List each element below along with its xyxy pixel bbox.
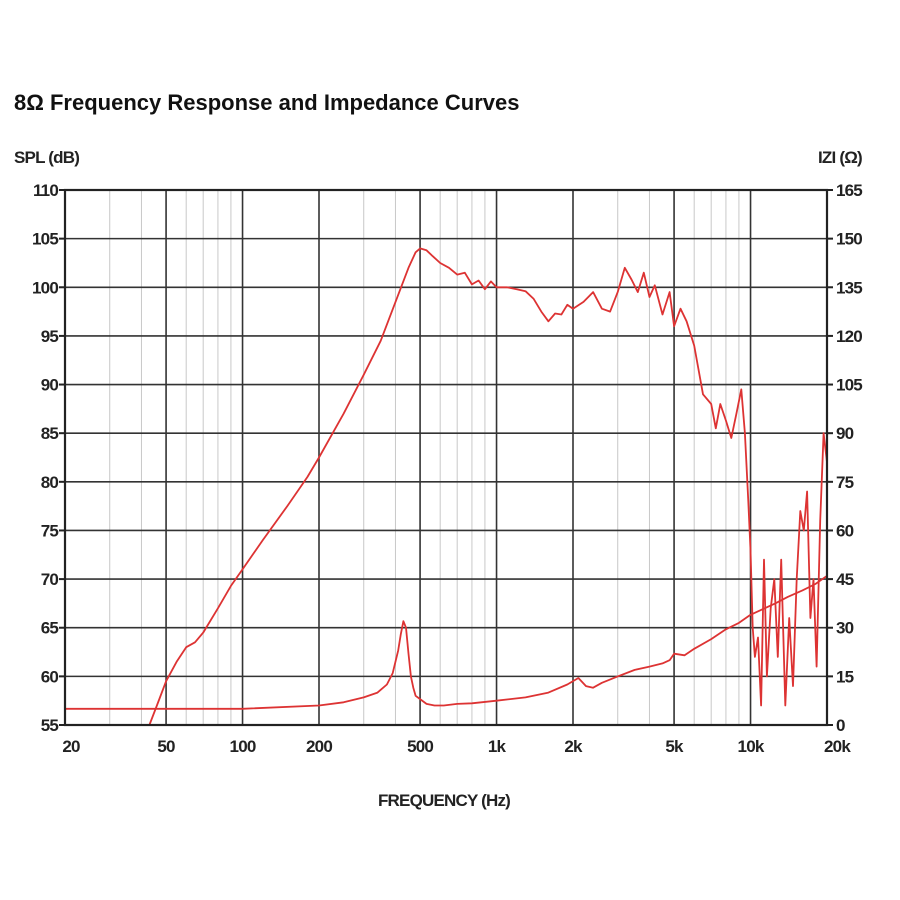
y2-tick-label: 75	[836, 473, 854, 492]
x-tick-label: 5k	[665, 737, 684, 756]
y2-tick-label: 120	[836, 327, 862, 346]
y-tick-label: 75	[41, 521, 59, 540]
x-tick-label: 20k	[824, 737, 851, 756]
series-layer	[64, 247, 828, 726]
y-tick-label: 70	[41, 570, 59, 589]
y2-tick-label: 150	[836, 230, 862, 249]
y2-tick-label: 30	[836, 619, 854, 638]
spl-curve	[148, 247, 828, 726]
x-axis-label: FREQUENCY (Hz)	[378, 791, 510, 810]
y-tick-label: 85	[41, 424, 59, 443]
x-tick-label: 100	[230, 737, 256, 756]
y2-tick-label: 0	[836, 716, 845, 735]
x-tick-label: 1k	[488, 737, 507, 756]
x-tick-label: 500	[407, 737, 433, 756]
tick-labels: 1101051009590858075706560551651501351201…	[32, 181, 863, 756]
x-tick-label: 20	[62, 737, 80, 756]
x-tick-label: 10k	[738, 737, 765, 756]
y-tick-label: 95	[41, 327, 59, 346]
x-tick-label: 2k	[564, 737, 583, 756]
y2-tick-label: 60	[836, 521, 854, 540]
y-tick-label: 100	[32, 278, 58, 297]
y2-axis-label: IZI (Ω)	[818, 148, 862, 167]
y-tick-label: 90	[41, 376, 59, 395]
plot-frame	[63, 188, 829, 727]
major-gridlines	[65, 189, 827, 726]
y2-tick-label: 15	[836, 667, 854, 686]
y2-tick-label: 105	[836, 376, 862, 395]
impedance-curve	[64, 574, 828, 710]
x-tick-label: 50	[157, 737, 175, 756]
y2-tick-label: 90	[836, 424, 854, 443]
y-axis-label: SPL (dB)	[14, 148, 79, 167]
y2-tick-label: 165	[836, 181, 862, 200]
x-tick-label: 200	[306, 737, 332, 756]
y-tick-label: 105	[32, 230, 58, 249]
axes-frame	[59, 188, 833, 727]
y-tick-label: 60	[41, 667, 59, 686]
minor-gridlines	[109, 190, 740, 725]
y2-tick-label: 45	[836, 570, 854, 589]
y2-tick-label: 135	[836, 278, 862, 297]
y-tick-label: 110	[33, 181, 58, 200]
chart-title: 8Ω Frequency Response and Impedance Curv…	[14, 90, 520, 115]
y-tick-label: 65	[41, 619, 59, 638]
y-tick-label: 55	[41, 716, 59, 735]
y-tick-label: 80	[41, 473, 59, 492]
